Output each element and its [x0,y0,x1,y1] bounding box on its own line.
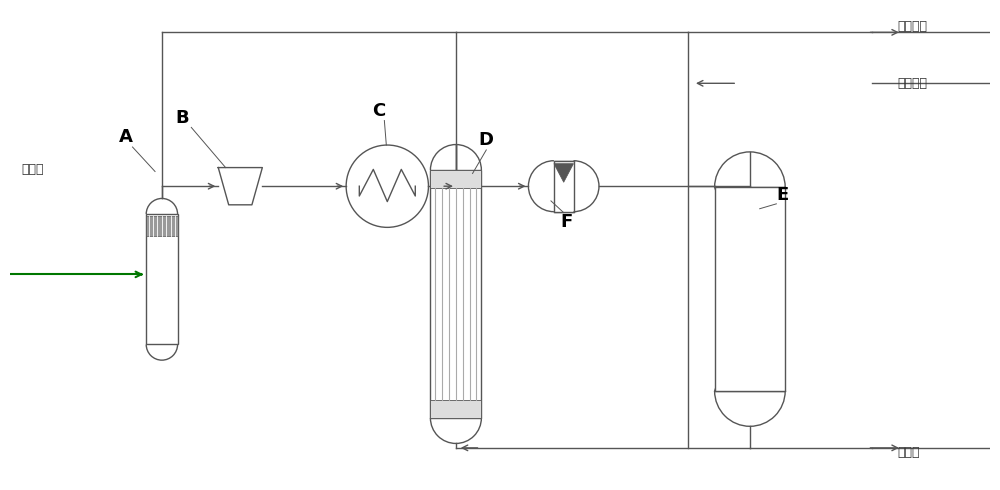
Polygon shape [218,168,262,205]
Text: B: B [176,109,189,126]
Bar [430,170,481,188]
Bar [146,214,178,344]
Bar [146,216,178,236]
Text: 锅炉给水: 锅炉给水 [897,77,927,90]
Bar [430,400,481,418]
Text: C: C [372,102,385,120]
Text: 甲烷气: 甲烷气 [897,446,919,459]
Text: F: F [561,214,573,231]
Text: 原料气: 原料气 [22,163,44,176]
Text: A: A [119,128,133,146]
Bar [715,187,785,391]
Bar [554,161,574,212]
Polygon shape [554,164,574,182]
Text: E: E [776,186,788,204]
Text: 外送蕋汽: 外送蕋汽 [897,20,927,33]
Bar [430,170,481,418]
Text: D: D [479,131,494,149]
